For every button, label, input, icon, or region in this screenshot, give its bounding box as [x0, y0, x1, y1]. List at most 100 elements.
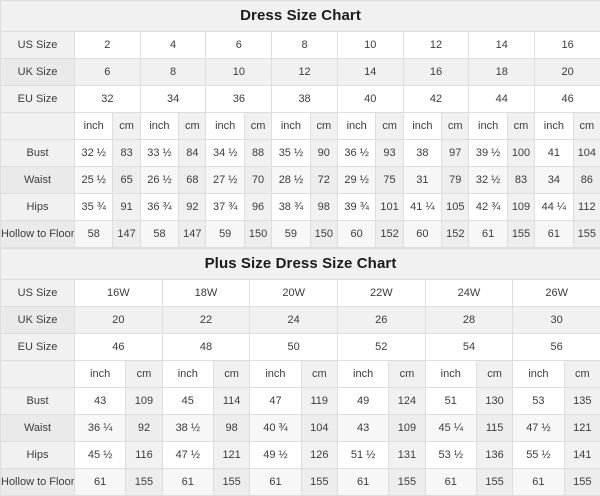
chart-title-row: Dress Size Chart	[1, 1, 600, 32]
measurement-cell-cm: 92	[126, 415, 162, 442]
unit-header-cm: cm	[113, 113, 140, 140]
size-value-cell: 26	[337, 307, 425, 334]
measurement-cell-inch: 58	[75, 221, 113, 248]
measurement-cell-inch: 61	[337, 469, 388, 496]
unit-header-cm: cm	[442, 113, 469, 140]
unit-header-cm: cm	[573, 113, 600, 140]
measurement-cell-cm: 112	[573, 194, 600, 221]
size-value-cell: 44	[469, 86, 535, 113]
size-value-cell: 40	[337, 86, 403, 113]
measurement-cell-cm: 136	[476, 442, 512, 469]
unit-header-inch: inch	[337, 113, 375, 140]
measurement-cell-cm: 98	[213, 415, 249, 442]
size-value-cell: 22	[162, 307, 250, 334]
measurement-cell-cm: 84	[179, 140, 206, 167]
measurement-cell-inch: 36 ¾	[140, 194, 178, 221]
measurement-cell-cm: 131	[389, 442, 425, 469]
measurement-cell-cm: 155	[213, 469, 249, 496]
measurement-cell-inch: 45 ¼	[425, 415, 476, 442]
measurement-cell-cm: 83	[113, 140, 140, 167]
measurement-cell-cm: 150	[310, 221, 337, 248]
measurement-cell-cm: 68	[179, 167, 206, 194]
measurement-cell-inch: 26 ½	[140, 167, 178, 194]
measurement-cell-cm: 79	[442, 167, 469, 194]
unit-header-inch: inch	[250, 361, 301, 388]
measurement-cell-inch: 47 ½	[162, 442, 213, 469]
size-value-cell: 34	[140, 86, 206, 113]
measurement-cell-cm: 121	[213, 442, 249, 469]
measurement-cell-cm: 155	[573, 221, 600, 248]
measurement-cell-inch: 51	[425, 388, 476, 415]
size-value-cell: 20	[75, 307, 163, 334]
chart-title: Plus Size Dress Size Chart	[1, 249, 600, 280]
unit-header-inch: inch	[272, 113, 310, 140]
measurement-cell-cm: 109	[126, 388, 162, 415]
measurement-cell-cm: 155	[507, 221, 534, 248]
measurement-cell-inch: 59	[206, 221, 244, 248]
measurement-cell-cm: 104	[573, 140, 600, 167]
measurement-cell-inch: 58	[140, 221, 178, 248]
measurement-cell-inch: 36 ½	[337, 140, 375, 167]
measurement-cell-cm: 101	[376, 194, 403, 221]
size-row-label: UK Size	[1, 307, 75, 334]
measurement-cell-inch: 61	[425, 469, 476, 496]
measurement-cell-cm: 124	[389, 388, 425, 415]
unit-header-cm: cm	[389, 361, 425, 388]
measurement-cell-cm: 141	[564, 442, 600, 469]
measurement-cell-cm: 75	[376, 167, 403, 194]
measurement-cell-inch: 25 ½	[75, 167, 113, 194]
size-value-cell: 38	[272, 86, 338, 113]
size-value-cell: 24W	[425, 280, 513, 307]
size-value-cell: 46	[75, 334, 163, 361]
measurement-cell-inch: 61	[250, 469, 301, 496]
size-value-cell: 12	[272, 59, 338, 86]
measurement-row-label: Hollow to Floor	[1, 221, 75, 248]
size-value-cell: 52	[337, 334, 425, 361]
size-value-cell: 46	[535, 86, 600, 113]
measurement-cell-cm: 116	[126, 442, 162, 469]
measurement-cell-inch: 44 ¼	[535, 194, 573, 221]
measurement-cell-inch: 32 ½	[75, 140, 113, 167]
measurement-row-label: Waist	[1, 167, 75, 194]
measurement-cell-cm: 121	[564, 415, 600, 442]
size-value-cell: 6	[75, 59, 141, 86]
measurement-cell-cm: 90	[310, 140, 337, 167]
measurement-cell-cm: 150	[244, 221, 271, 248]
measurement-cell-inch: 38 ½	[162, 415, 213, 442]
chart-title-row: Plus Size Dress Size Chart	[1, 249, 600, 280]
size-value-cell: 26W	[513, 280, 600, 307]
unit-header-inch: inch	[337, 361, 388, 388]
unit-header-cm: cm	[301, 361, 337, 388]
unit-header-cm: cm	[179, 113, 206, 140]
measurement-cell-inch: 41 ¼	[403, 194, 441, 221]
measurement-cell-cm: 70	[244, 167, 271, 194]
unit-header-inch: inch	[206, 113, 244, 140]
measurement-cell-cm: 88	[244, 140, 271, 167]
measurement-cell-cm: 130	[476, 388, 512, 415]
measurement-cell-cm: 114	[213, 388, 249, 415]
measurement-cell-cm: 91	[113, 194, 140, 221]
measurement-cell-inch: 51 ½	[337, 442, 388, 469]
measurement-cell-inch: 45 ½	[75, 442, 126, 469]
size-value-cell: 32	[75, 86, 141, 113]
measurement-cell-cm: 105	[442, 194, 469, 221]
measurement-cell-cm: 155	[476, 469, 512, 496]
size-value-cell: 54	[425, 334, 513, 361]
measurement-cell-inch: 31	[403, 167, 441, 194]
measurement-row-label: Bust	[1, 140, 75, 167]
measurement-cell-cm: 147	[179, 221, 206, 248]
unit-header-inch: inch	[425, 361, 476, 388]
measurement-cell-cm: 152	[442, 221, 469, 248]
measurement-cell-cm: 97	[442, 140, 469, 167]
unit-header-cm: cm	[476, 361, 512, 388]
measurement-cell-inch: 43	[337, 415, 388, 442]
size-row-label: EU Size	[1, 86, 75, 113]
measurement-cell-cm: 119	[301, 388, 337, 415]
